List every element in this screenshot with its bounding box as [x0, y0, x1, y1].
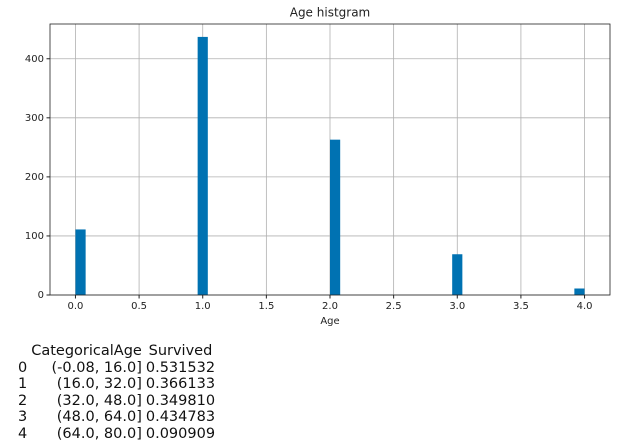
header-row: CategoricalAge Survived: [18, 343, 219, 360]
table-cell: 0.531532: [145, 359, 216, 376]
table-cell: 0.090909: [145, 425, 216, 442]
column-header: Survived: [148, 343, 213, 359]
table-cell: (16.0, 32.0]: [56, 376, 142, 392]
x-tick-label: 0.5: [131, 301, 147, 312]
bar: [330, 139, 341, 295]
y-tick-label: 200: [25, 172, 44, 183]
x-tick-label: 4.0: [577, 301, 593, 312]
table-cell: 0.434783: [145, 409, 216, 425]
table-cell: 0.366133: [145, 376, 216, 392]
plot-frame: [49, 23, 611, 296]
row-index: 1: [18, 376, 28, 392]
table-cell: (64.0, 80.0]: [56, 425, 142, 442]
table-row: 3 (48.0, 64.0] 0.434783: [18, 409, 219, 426]
x-tick-label: 3.5: [513, 301, 529, 312]
table-row: 0 (-0.08, 16.0] 0.531532: [18, 360, 219, 377]
index-header: [18, 343, 31, 360]
row-index: 3: [18, 409, 28, 425]
x-tick-label: 1.5: [258, 301, 274, 312]
table-row: 4 (64.0, 80.0] 0.090909: [18, 426, 219, 443]
table-cell: (-0.08, 16.0]: [51, 359, 142, 376]
row-index: 0: [18, 359, 28, 376]
table-cell: (32.0, 48.0]: [56, 392, 142, 409]
table-row: 2 (32.0, 48.0] 0.349810: [18, 393, 219, 410]
table-cell: 0.349810: [145, 392, 216, 409]
row-index: 2: [18, 392, 28, 409]
y-tick-label: 400: [25, 54, 44, 65]
x-tick-label: 3.0: [449, 301, 465, 312]
chart-title: Age histgram: [290, 6, 371, 20]
y-tick-label: 0: [38, 290, 44, 301]
bar: [452, 254, 463, 295]
x-tick-label: 2.5: [386, 301, 402, 312]
bar: [574, 288, 585, 295]
y-tick-label: 100: [25, 231, 44, 242]
bar: [75, 229, 86, 295]
column-header: CategoricalAge: [31, 343, 142, 359]
table-cell: (48.0, 64.0]: [56, 409, 142, 425]
result-table: CategoricalAge Survived 0 (-0.08, 16.0] 0.5…: [18, 343, 219, 442]
x-tick-label: 2.0: [322, 301, 338, 312]
chart: Age histgram Age 0.0 0.5 1.0 1.5 2.0 2.5 3.0 3.…: [25, 6, 611, 327]
x-tick-label: 1.0: [195, 301, 211, 312]
y-tick-label: 300: [25, 113, 44, 124]
row-index: 4: [18, 425, 28, 442]
x-tick-label: 0.0: [68, 301, 84, 312]
table-row: 1 (16.0, 32.0] 0.366133: [18, 376, 219, 393]
x-axis-label: Age: [320, 316, 339, 327]
bar: [197, 36, 208, 296]
